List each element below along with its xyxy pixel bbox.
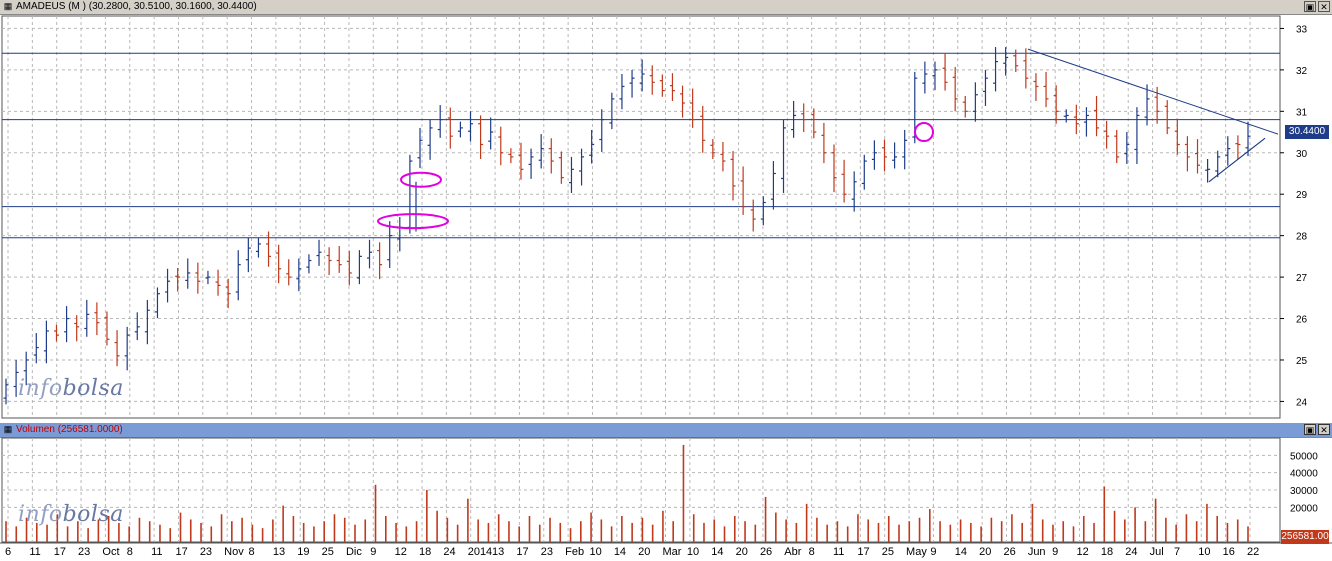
price-tick-label: 31: [1296, 107, 1308, 118]
downtrend-line: [1027, 48, 1279, 135]
price-ohlc-bars: [3, 47, 1251, 405]
volume-panel-title: Volumen (256581.0000): [16, 424, 123, 435]
price-tick-label: 27: [1296, 273, 1308, 284]
date-tick-label: Oct: [102, 546, 119, 558]
date-tick-label: 26: [760, 546, 772, 558]
date-tick-label: Jul: [1150, 546, 1164, 558]
horizontal-levels: [2, 52, 1280, 239]
date-tick-label: 25: [882, 546, 894, 558]
date-tick-label: 24: [1125, 546, 1137, 558]
date-tick-label: May: [906, 546, 927, 558]
date-tick-label: 13: [273, 546, 285, 558]
price-tick-label: 32: [1296, 66, 1308, 77]
date-tick-label: 23: [78, 546, 90, 558]
date-tick-label: 13: [492, 546, 504, 558]
date-tick-label: Abr: [784, 546, 801, 558]
date-tick-label: 20: [736, 546, 748, 558]
date-tick-label: 2014: [468, 546, 492, 558]
price-tick-label: 25: [1296, 356, 1308, 367]
price-tick-label: 24: [1296, 397, 1308, 408]
breakout-circle: [914, 122, 934, 143]
date-x-axis: 6 11 17 23 Oct 8 11 17 23 Nov 8 13 19 25 Dic 9 12 18 24 201…: [0, 542, 1332, 558]
date-tick-label: 9: [930, 546, 936, 558]
date-tick-label: 12: [395, 546, 407, 558]
date-tick-label: 10: [687, 546, 699, 558]
date-tick-label: 9: [1052, 546, 1058, 558]
date-tick-label: 12: [1077, 546, 1089, 558]
date-tick-label: 7: [1174, 546, 1180, 558]
date-tick-label: 23: [541, 546, 553, 558]
date-tick-label: 8: [249, 546, 255, 558]
date-tick-label: Jun: [1028, 546, 1046, 558]
price-tick-label: 29: [1296, 190, 1308, 201]
date-tick-label: 14: [955, 546, 967, 558]
date-tick-label: Nov: [224, 546, 244, 558]
price-grid: [1, 15, 1281, 419]
date-tick-label: 22: [1247, 546, 1259, 558]
date-tick-label: 23: [200, 546, 212, 558]
uptrend-line-lower: [1208, 137, 1266, 183]
close-icon[interactable]: ✕: [1318, 1, 1330, 12]
date-tick-label: 11: [29, 546, 40, 558]
date-tick-label: Dic: [346, 546, 362, 558]
date-tick-label: 19: [297, 546, 309, 558]
date-tick-label: Feb: [565, 546, 584, 558]
gap-top-ellipse: [400, 171, 442, 188]
price-tick-label: 26: [1296, 315, 1308, 326]
last-volume-badge: 256581.00: [1281, 530, 1329, 544]
chart-annotations: [377, 48, 1279, 232]
date-tick-label: 9: [370, 546, 376, 558]
price-panel-title: AMADEUS (M ) (30.2800, 30.5100, 30.1600,…: [16, 1, 257, 12]
price-tick-label: 33: [1296, 24, 1308, 35]
date-tick-label: 14: [711, 546, 723, 558]
date-tick-label: 18: [419, 546, 431, 558]
close-icon[interactable]: ✕: [1318, 424, 1330, 435]
date-tick-label: 8: [809, 546, 815, 558]
date-tick-label: 17: [516, 546, 528, 558]
date-tick-label: 17: [857, 546, 869, 558]
infobolsa-watermark: infobolsa: [18, 502, 124, 527]
price-tick-label: 30: [1296, 149, 1308, 160]
volume-y-axis: 50000 40000 30000 20000: [1290, 451, 1318, 514]
date-tick-label: 8: [127, 546, 133, 558]
date-tick-label: 6: [5, 546, 11, 558]
volume-tick-label: 20000: [1290, 503, 1318, 514]
date-tick-label: 16: [1223, 546, 1235, 558]
date-tick-label: 11: [833, 546, 844, 558]
date-tick-label: 25: [322, 546, 334, 558]
chart-icon: ▦: [3, 1, 13, 11]
date-tick-label: 11: [151, 546, 162, 558]
volume-grid: [1, 437, 1281, 543]
date-tick-label: 26: [1003, 546, 1015, 558]
date-tick-label: Mar: [663, 546, 682, 558]
volume-tick-label: 30000: [1290, 486, 1318, 497]
date-tick-label: 10: [589, 546, 601, 558]
price-y-axis: 33 32 31 30 29 28 27 26 25 24: [1280, 24, 1308, 408]
date-tick-label: 17: [175, 546, 187, 558]
date-tick-label: 14: [614, 546, 626, 558]
volume-tick-label: 40000: [1290, 469, 1318, 480]
maximize-icon[interactable]: ▣: [1304, 424, 1316, 435]
date-tick-label: 24: [443, 546, 455, 558]
date-tick-label: 20: [979, 546, 991, 558]
price-panel-titlebar: ▦ AMADEUS (M ) (30.2800, 30.5100, 30.160…: [0, 0, 1332, 15]
date-tick-label: 10: [1198, 546, 1210, 558]
volume-tick-label: 50000: [1290, 451, 1318, 462]
price-tick-label: 28: [1296, 232, 1308, 243]
infobolsa-watermark: infobolsa: [18, 376, 124, 401]
last-price-badge: 30.4400: [1285, 125, 1329, 139]
chart-icon: ▦: [3, 424, 13, 434]
maximize-icon[interactable]: ▣: [1304, 1, 1316, 12]
volume-bars: [5, 444, 1249, 542]
gap-bottom-ellipse: [377, 213, 449, 230]
date-tick-label: 18: [1101, 546, 1113, 558]
date-tick-label: 17: [54, 546, 66, 558]
date-tick-label: 20: [638, 546, 650, 558]
